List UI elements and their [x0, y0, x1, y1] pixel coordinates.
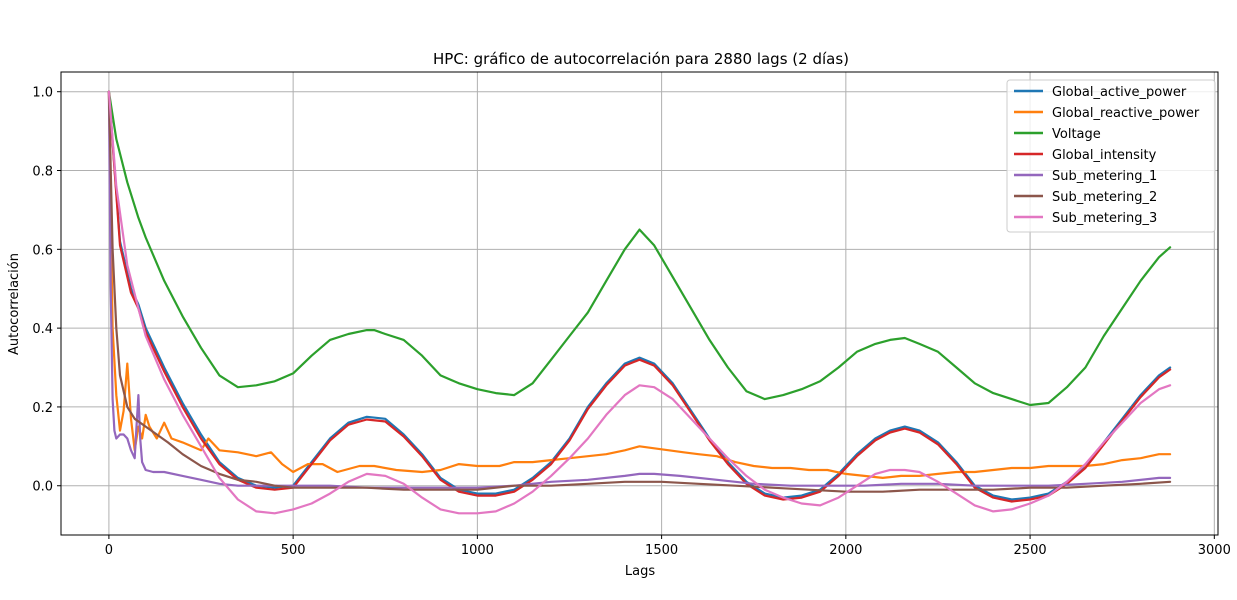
series-line-voltage: [107, 90, 1172, 407]
legend-label-global-intensity: Global_intensity: [1052, 148, 1157, 163]
series-line-global-intensity: [107, 90, 1172, 503]
y-tick-label: 0.8: [32, 165, 53, 180]
tick-layer: 0 500 1000 1500 2000 2500 3000 0.0 0.2 0.4 0.6 0.8 1…: [32, 86, 1231, 558]
series-line-sub-metering-2: [107, 90, 1172, 493]
legend: Global_active_power Global_reactive_power…: [1006, 79, 1216, 233]
series-layer: [107, 90, 1172, 515]
y-tick-label: 0.4: [32, 322, 53, 337]
x-tick-label: 3000: [1198, 543, 1231, 558]
y-tick-label: 0.0: [32, 480, 53, 495]
x-tick-label: 500: [281, 543, 306, 558]
x-axis-label: Lags: [625, 564, 655, 579]
chart-title: HPC: gráfico de autocorrelación para 288…: [433, 50, 849, 68]
y-tick-label: 0.6: [32, 243, 53, 258]
y-axis-label: Autocorrelación: [7, 253, 22, 355]
x-tick-label: 1500: [645, 543, 678, 558]
series-line-sub-metering-3: [107, 90, 1172, 515]
x-tick-label: 1000: [461, 543, 494, 558]
axes-frame: [60, 71, 1219, 536]
x-tick-label: 2500: [1014, 543, 1047, 558]
y-tick-label: 1.0: [32, 86, 53, 101]
series-line-global-reactive-power: [107, 90, 1172, 479]
legend-label-sub-metering-3: Sub_metering_3: [1052, 211, 1157, 226]
legend-label-global-active-power: Global_active_power: [1052, 85, 1187, 100]
x-tick-label: 2000: [829, 543, 862, 558]
legend-label-sub-metering-1: Sub_metering_1: [1052, 169, 1157, 184]
legend-box: [1006, 79, 1216, 233]
x-tick-label: 0: [105, 543, 113, 558]
legend-label-sub-metering-2: Sub_metering_2: [1052, 190, 1157, 205]
legend-label-voltage: Voltage: [1052, 127, 1101, 142]
legend-label-global-reactive-power: Global_reactive_power: [1052, 106, 1200, 121]
y-tick-label: 0.2: [32, 401, 53, 416]
